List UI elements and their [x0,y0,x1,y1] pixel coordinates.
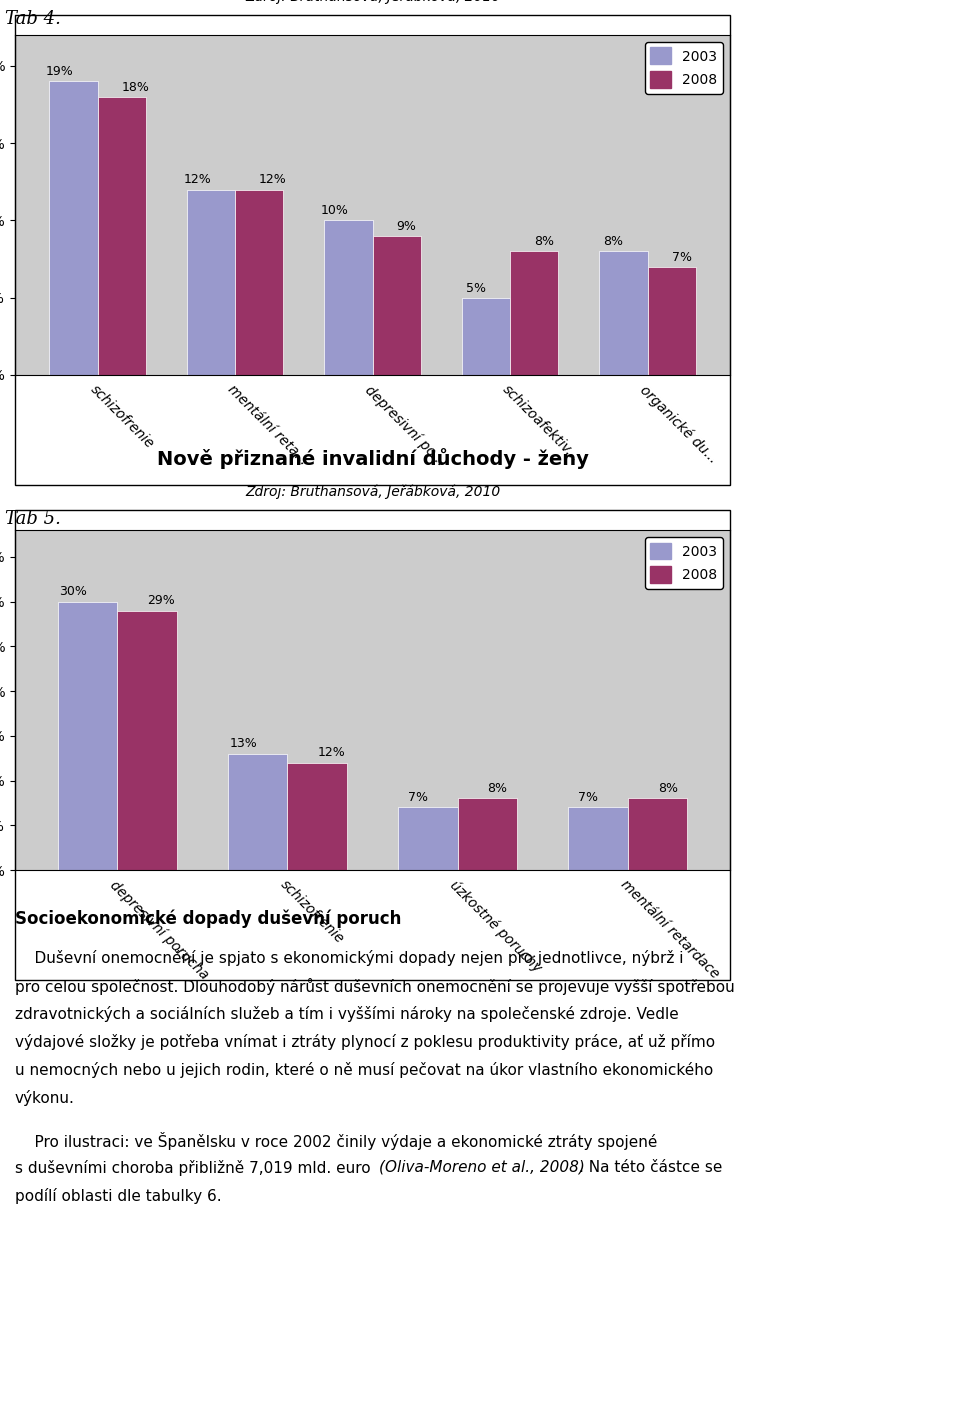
Text: 5%: 5% [466,282,486,295]
Text: 12%: 12% [259,173,287,186]
Bar [510,251,558,375]
Bar [398,808,458,870]
Legend: 2003, 2008: 2003, 2008 [645,42,723,94]
Text: s duševními choroba přibližně 7,019 mld. euro: s duševními choroba přibližně 7,019 mld.… [15,1160,375,1176]
Bar [462,298,510,375]
Bar [599,251,647,375]
Text: 12%: 12% [183,173,211,186]
Bar [458,798,517,870]
Text: 7%: 7% [578,791,598,804]
Text: 30%: 30% [60,585,87,598]
Text: Pro ilustraci: ve Španělsku v roce 2002 činily výdaje a ekonomické ztráty spojen: Pro ilustraci: ve Španělsku v roce 2002 … [15,1132,658,1151]
Text: 12%: 12% [317,746,345,759]
Text: pro celou společnost. Dlouhodobý nárůst duševních onemocnění se projevuje vyšší : pro celou společnost. Dlouhodobý nárůst … [15,979,734,995]
Text: 8%: 8% [658,781,678,795]
Bar [49,82,98,375]
Text: Zdroj: Bruthansová, Jeřábková, 2010: Zdroj: Bruthansová, Jeřábková, 2010 [245,0,500,4]
Text: 19%: 19% [46,65,73,79]
Text: zdravotnických a sociálních služeb a tím i vyššími nároky na společenské zdroje.: zdravotnických a sociálních služeb a tím… [15,1005,679,1022]
Bar [568,808,628,870]
Bar [287,763,347,870]
Bar [228,754,287,870]
Text: . Na této částce se: . Na této částce se [579,1160,722,1175]
Text: 8%: 8% [534,235,554,248]
Text: 8%: 8% [488,781,508,795]
Bar [628,798,687,870]
Text: u nemocných nebo u jejich rodin, které o ně musí pečovat na úkor vlastního ekono: u nemocných nebo u jejich rodin, které o… [15,1062,713,1079]
Legend: 2003, 2008: 2003, 2008 [645,537,723,589]
Text: Tab 5.: Tab 5. [5,510,60,527]
Text: 7%: 7% [408,791,428,804]
Text: 18%: 18% [122,80,150,93]
Bar [324,220,372,375]
Text: Duševní onemocnění je spjato s ekonomickými dopady nejen pro jednotlivce, nýbrž : Duševní onemocnění je spjato s ekonomick… [15,950,684,966]
Bar [647,266,696,375]
Text: 7%: 7% [672,251,691,264]
Bar [187,189,235,375]
Text: Zdroj: Bruthansová, Jeřábková, 2010: Zdroj: Bruthansová, Jeřábková, 2010 [245,485,500,499]
Text: 8%: 8% [604,235,623,248]
Text: Nově přiznané invalidní důchody - ženy: Nově přiznané invalidní důchody - ženy [156,448,588,468]
Bar [117,611,177,870]
Text: 13%: 13% [229,737,257,750]
Text: výkonu.: výkonu. [15,1090,75,1105]
Text: výdajové složky je potřeba vnímat i ztráty plynocí z poklesu produktivity práce,: výdajové složky je potřeba vnímat i ztrá… [15,1034,715,1050]
Bar [98,97,146,375]
Text: (Oliva-Moreno et al., 2008): (Oliva-Moreno et al., 2008) [379,1160,585,1175]
Bar [235,189,283,375]
Text: podílí oblasti dle tabulky 6.: podílí oblasti dle tabulky 6. [15,1189,222,1204]
Bar [372,235,420,375]
Text: 9%: 9% [396,220,417,233]
Bar [58,602,117,870]
Text: Tab 4.: Tab 4. [5,10,60,28]
Text: 29%: 29% [147,594,175,606]
Text: Socioekonomické dopady duševní poruch: Socioekonomické dopady duševní poruch [15,909,401,929]
Text: 10%: 10% [321,204,348,217]
